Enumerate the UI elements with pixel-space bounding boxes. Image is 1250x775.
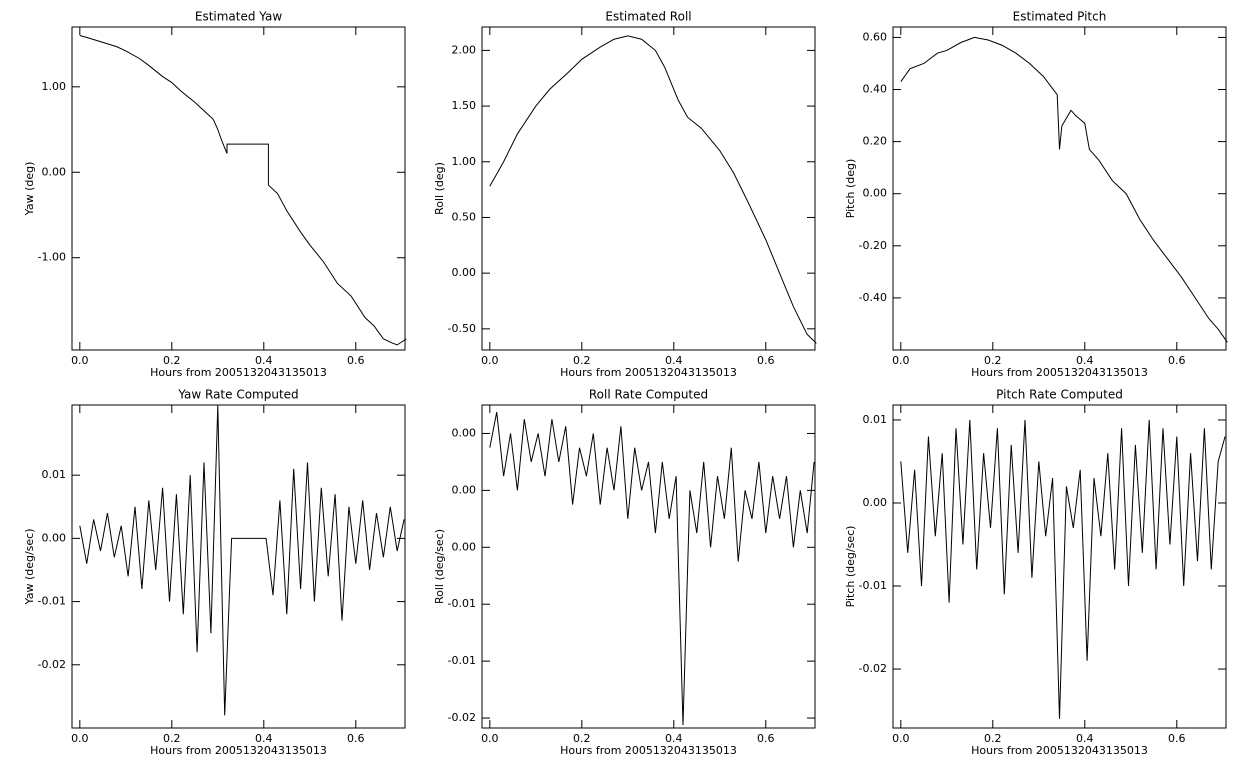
data-line (79, 405, 405, 716)
y-tick-label: 1.50 (452, 99, 477, 112)
x-tick-label: 0.6 (1168, 354, 1186, 367)
x-tick-label: 0.6 (347, 732, 365, 745)
chart-title: Roll Rate Computed (589, 388, 708, 402)
y-tick-label: 0.20 (863, 135, 888, 148)
y-axis-label: Roll (deg/sec) (433, 529, 446, 604)
x-tick-label: 0.2 (573, 732, 591, 745)
x-tick-label: 0.4 (255, 732, 273, 745)
plot-frame (71, 26, 406, 351)
plot-frame (481, 26, 816, 351)
y-tick-label: 0.00 (42, 531, 67, 544)
y-tick-label: 0.50 (452, 210, 477, 223)
y-tick-label: 0.60 (863, 30, 888, 43)
y-tick-label: -0.50 (448, 322, 476, 335)
x-tick-label: 0.4 (665, 354, 683, 367)
y-tick-label: 0.00 (452, 540, 477, 553)
y-tick-label: 0.00 (452, 426, 477, 439)
x-axis-label: Hours from 2005132043135013 (150, 744, 327, 757)
x-tick-label: 0.4 (1076, 732, 1094, 745)
x-tick-label: 0.2 (573, 354, 591, 367)
plot-frame (892, 404, 1227, 729)
y-tick-label: -0.01 (38, 595, 66, 608)
data-line (489, 412, 815, 726)
chart-title: Estimated Pitch (1013, 10, 1107, 24)
x-tick-label: 0.0 (481, 732, 499, 745)
y-tick-label: 0.00 (863, 187, 888, 200)
plot-frame (71, 404, 406, 729)
plot-frame (481, 404, 816, 729)
y-axis-label: Yaw (deg/sec) (23, 528, 36, 605)
data-line (900, 36, 1228, 343)
x-tick-label: 0.0 (481, 354, 499, 367)
x-tick-label: 0.6 (347, 354, 365, 367)
x-tick-label: 0.6 (1168, 732, 1186, 745)
y-tick-label: -0.02 (859, 662, 887, 675)
x-axis-label: Hours from 2005132043135013 (971, 366, 1148, 379)
y-tick-label: -0.02 (448, 711, 476, 724)
plot-frame (892, 26, 1227, 351)
y-tick-label: 0.00 (863, 496, 888, 509)
y-tick-label: 2.00 (452, 43, 477, 56)
y-tick-label: 0.01 (863, 413, 888, 426)
y-axis-label: Pitch (deg/sec) (844, 526, 857, 608)
x-tick-label: 0.4 (255, 354, 273, 367)
data-line (900, 419, 1226, 719)
y-tick-label: -0.40 (859, 291, 887, 304)
y-tick-label: -0.01 (448, 597, 476, 610)
y-tick-label: 0.00 (42, 165, 67, 178)
y-tick-label: -0.01 (448, 654, 476, 667)
x-tick-label: 0.6 (757, 732, 775, 745)
x-tick-label: 0.2 (984, 354, 1002, 367)
chart-title: Yaw Rate Computed (177, 388, 298, 402)
x-tick-label: 0.4 (1076, 354, 1094, 367)
y-tick-label: -0.01 (859, 579, 887, 592)
data-line (79, 35, 407, 346)
chart-title: Estimated Roll (605, 10, 691, 24)
y-tick-label: 1.00 (452, 155, 477, 168)
x-axis-label: Hours from 2005132043135013 (150, 366, 327, 379)
x-tick-label: 0.0 (71, 732, 89, 745)
x-tick-label: 0.0 (892, 732, 910, 745)
y-tick-label: -0.02 (38, 658, 66, 671)
x-tick-label: 0.6 (757, 354, 775, 367)
y-tick-label: 0.01 (42, 468, 67, 481)
y-tick-label: 1.00 (42, 80, 67, 93)
x-tick-label: 0.0 (892, 354, 910, 367)
y-axis-label: Pitch (deg) (844, 159, 857, 219)
x-tick-label: 0.2 (163, 354, 181, 367)
y-axis-label: Yaw (deg) (23, 162, 36, 217)
y-axis-label: Roll (deg) (433, 162, 446, 215)
y-tick-label: 0.40 (863, 83, 888, 96)
x-axis-label: Hours from 2005132043135013 (560, 744, 737, 757)
x-tick-label: 0.4 (665, 732, 683, 745)
x-tick-label: 0.2 (984, 732, 1002, 745)
chart-title: Estimated Yaw (195, 10, 282, 24)
x-tick-label: 0.2 (163, 732, 181, 745)
y-tick-label: -1.00 (38, 251, 66, 264)
y-tick-label: 0.00 (452, 266, 477, 279)
y-tick-label: -0.20 (859, 239, 887, 252)
chart-title: Pitch Rate Computed (996, 388, 1123, 402)
data-line (489, 35, 817, 344)
y-tick-label: 0.00 (452, 483, 477, 496)
x-axis-label: Hours from 2005132043135013 (971, 744, 1148, 757)
x-axis-label: Hours from 2005132043135013 (560, 366, 737, 379)
x-tick-label: 0.0 (71, 354, 89, 367)
